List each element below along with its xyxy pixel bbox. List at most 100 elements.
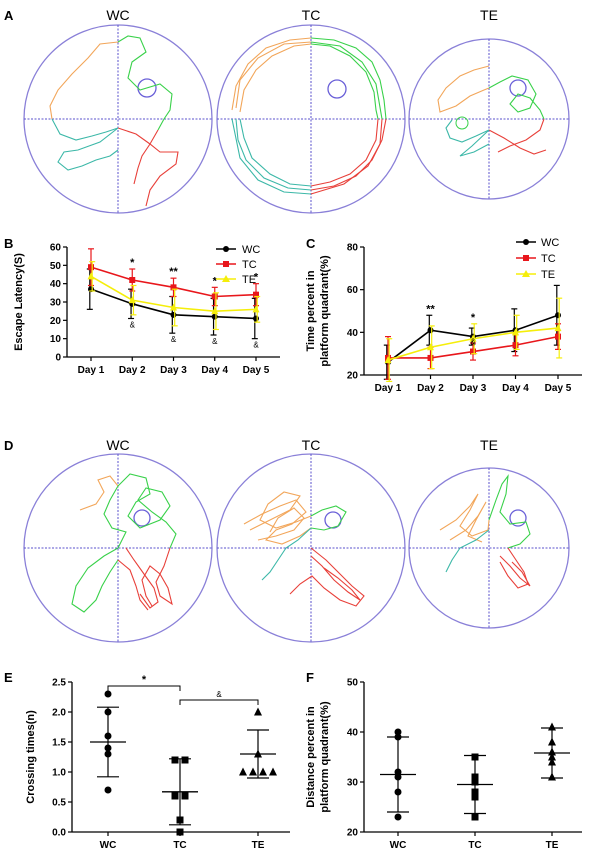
swim-path-orange [437, 65, 490, 113]
data-point [252, 305, 260, 313]
swim-path-red-c [310, 118, 383, 195]
data-point [427, 354, 434, 361]
panel-label-c: C [306, 236, 316, 251]
data-point [181, 756, 189, 764]
y-tick-label: 0 [55, 353, 61, 364]
data-point [555, 333, 561, 340]
group-wc [90, 690, 126, 794]
x-tick-label: Day 1 [78, 365, 105, 376]
platform-circle [509, 509, 527, 527]
swim-path-red [289, 547, 365, 607]
maze-title-d-wc: WC [106, 437, 129, 453]
y-tick-label: 2.5 [52, 678, 66, 689]
maze-title-d-te: TE [480, 437, 498, 453]
chart-e: Crossing times(n) 0.0 0.5 1.0 1.5 2.0 2.5 WC TC… [25, 674, 290, 850]
data-point [512, 328, 519, 336]
panel-label-e: E [4, 670, 13, 685]
data-point [259, 767, 267, 776]
swim-path-green [310, 505, 347, 531]
data-point [269, 767, 277, 776]
significance-bracket: * [107, 674, 181, 691]
x-tick-label: TC [468, 840, 481, 850]
swim-path-orange-c [257, 507, 305, 541]
swim-path-red-b [499, 555, 531, 587]
y-tick-label: 50 [50, 261, 62, 272]
data-point [253, 291, 259, 298]
legend-te-marker [522, 270, 530, 277]
swim-path-teal-c [231, 118, 312, 195]
data-point [104, 786, 112, 794]
significance-mark: & [130, 321, 136, 330]
bracket-line [179, 699, 259, 705]
legend: WC TC TE [516, 237, 559, 281]
significance-mark: * [254, 272, 259, 284]
panel-label-a: A [4, 8, 14, 23]
swim-path-orange [231, 37, 312, 111]
x-tick-label: WC [390, 840, 407, 850]
data-point [181, 792, 189, 800]
swim-path-orange-c [235, 41, 312, 109]
significance-mark: & [171, 335, 177, 344]
panel-label-f: F [306, 670, 314, 685]
legend-te-label: TE [242, 274, 256, 286]
swim-path-green [117, 473, 177, 549]
data-point [170, 284, 177, 291]
data-point [512, 342, 519, 349]
data-point [427, 327, 434, 334]
y-tick-label: 60 [50, 243, 62, 254]
maze-title-a-te: TE [480, 7, 498, 23]
y-tick-label: 40 [50, 279, 62, 290]
chart-c: Time percent in platform quadrant(%) 20 4… [305, 237, 582, 394]
swim-path-red [310, 118, 387, 191]
x-tick-label: TE [546, 840, 559, 850]
significance-mark: & [253, 341, 259, 350]
swim-path-green [488, 474, 531, 549]
y-tick-label: 0.5 [52, 798, 66, 809]
swim-path-orange [79, 475, 119, 511]
swim-path-teal-b [239, 118, 312, 187]
x-tick-label: Day 3 [160, 365, 187, 376]
data-point [554, 324, 562, 332]
y-tick-label: 40 [347, 328, 359, 339]
series-wc [383, 284, 561, 380]
legend-te-marker [222, 275, 230, 282]
x-tick-label: Day 5 [545, 383, 572, 394]
data-point [384, 356, 392, 364]
swim-path-orange-b [249, 491, 312, 531]
legend-wc-label: WC [541, 237, 559, 249]
swim-path-teal-b [57, 127, 119, 171]
pool-boundary [408, 467, 570, 629]
data-point [394, 813, 402, 821]
y-tick-label: 20 [347, 828, 359, 839]
swim-path-red [117, 127, 179, 207]
data-point [170, 303, 177, 311]
swim-path-red [497, 118, 545, 153]
y-tick-label: 30 [347, 778, 359, 789]
swim-path-red-b [310, 118, 379, 187]
x-tick-label: Day 1 [375, 383, 402, 394]
data-point [254, 707, 262, 716]
group-te [239, 707, 277, 779]
swim-path-green [117, 35, 173, 131]
maze-a-te [408, 38, 570, 200]
y-axis-label-line1: Distance percent in [305, 706, 317, 808]
x-tick-label: Day 2 [417, 383, 444, 394]
y-tick-label: 1.5 [52, 738, 66, 749]
swim-path-red-c [125, 547, 159, 609]
legend-tc-label: TC [242, 259, 257, 271]
swim-path-red [499, 547, 529, 589]
maze-title-a-tc: TC [302, 7, 321, 23]
maze-d-te [408, 467, 570, 629]
x-tick-label: Day 2 [119, 365, 146, 376]
data-point [104, 690, 112, 698]
y-tick-label: 20 [50, 316, 62, 327]
y-tick-label: 40 [347, 728, 359, 739]
y-tick-label: 60 [347, 285, 359, 296]
data-point [88, 264, 94, 271]
data-point [211, 307, 219, 315]
maze-title-a-wc: WC [106, 7, 129, 23]
group-wc [380, 728, 416, 821]
swim-path-green-b [103, 485, 127, 549]
data-point [128, 296, 136, 304]
